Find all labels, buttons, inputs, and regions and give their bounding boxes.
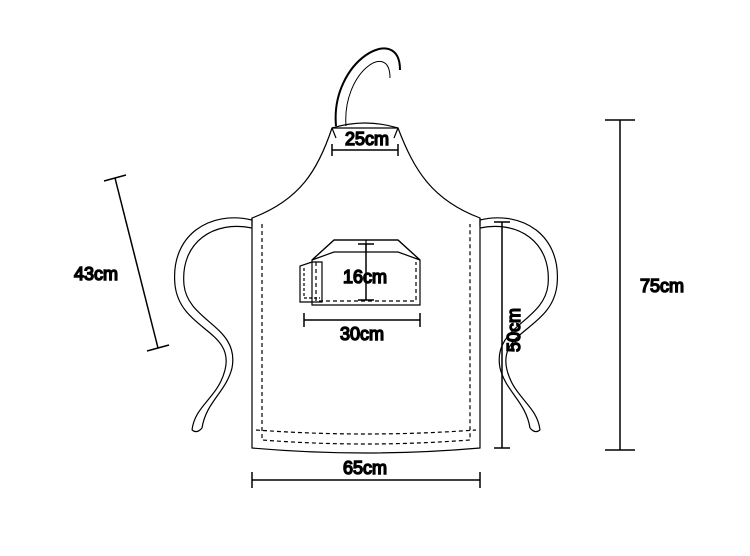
dim-neck-width: 25cm <box>332 129 398 156</box>
dim-bottom-width: 65cm <box>252 458 480 488</box>
dim-pocket-width-label: 30cm <box>340 324 384 344</box>
dim-bottom-width-label: 65cm <box>343 458 387 478</box>
dim-total-height-label: 75cm <box>640 276 684 296</box>
dimension-lines: 25cm 43cm 16cm 30cm 50cm <box>74 120 684 488</box>
neck-loop-icon <box>336 48 400 126</box>
neck-loop-inner <box>346 61 390 126</box>
dim-body-height-label: 50cm <box>504 308 524 352</box>
dim-neck-width-label: 25cm <box>345 129 389 149</box>
dim-body-height: 50cm <box>494 222 524 448</box>
dim-total-height: 75cm <box>605 120 684 450</box>
dim-tie-length-label: 43cm <box>74 264 118 284</box>
hem-stitch <box>256 430 476 434</box>
bib-top <box>332 123 398 128</box>
dim-pocket-width: 30cm <box>304 313 420 344</box>
dim-tie-length: 43cm <box>74 175 169 351</box>
left-tie <box>175 218 252 430</box>
dim-pocket-height-label: 16cm <box>343 267 387 287</box>
apron-dimension-diagram: 25cm 43cm 16cm 30cm 50cm <box>0 0 750 556</box>
